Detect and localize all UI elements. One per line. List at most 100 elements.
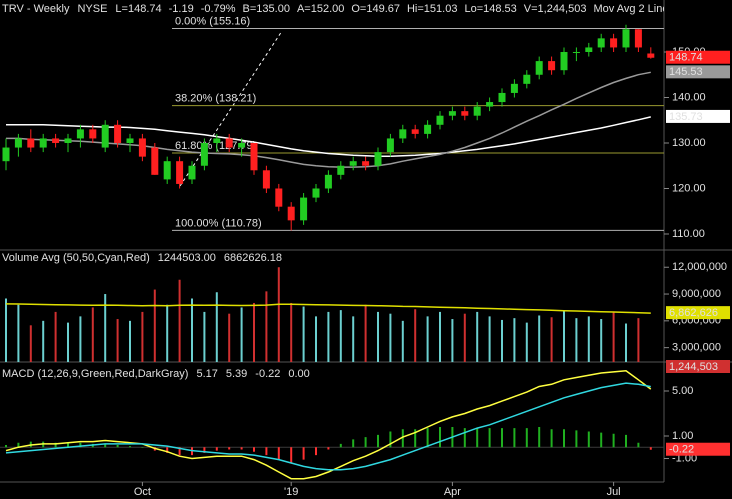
candle-body [39, 138, 47, 148]
last-volume-average: 6,862,626 [669, 307, 718, 319]
candle-body [634, 29, 642, 48]
y-tick-label: 110.00 [672, 228, 705, 240]
histogram-bar [525, 428, 528, 448]
candle-body [461, 111, 469, 116]
volume-bar [302, 306, 305, 362]
legend-text: MACD (12,26,9,Green,Red,DarkGray) [2, 368, 188, 380]
candle-body [535, 61, 543, 75]
plot-layer: 0.00% (155.16) 38.20% (138.21) 61.80% (127… [0, 3, 681, 480]
volume-bar [191, 298, 193, 362]
candle-body [101, 124, 109, 148]
volume-bar [79, 316, 82, 362]
last-volume-average-box [666, 306, 730, 320]
histogram-bar [439, 427, 441, 448]
histogram-bar [166, 447, 169, 453]
candle-body [225, 138, 233, 148]
histogram-bar [488, 428, 491, 448]
candle-body [14, 138, 22, 148]
candle-body [448, 111, 456, 116]
volume-bar [463, 313, 466, 362]
histogram-bar [414, 429, 417, 448]
histogram-bar [600, 432, 603, 448]
fib-label: 0.00% (155.16) [175, 15, 250, 27]
last-ma: 135.73 [669, 111, 703, 123]
volume-bar [327, 311, 330, 362]
histogram-bar [265, 447, 268, 456]
volume-bar [315, 316, 317, 362]
candle-body [597, 38, 605, 48]
candle-body [64, 138, 72, 143]
trend-line [179, 30, 283, 187]
histogram-bar [463, 428, 466, 448]
volume-bar [240, 307, 243, 362]
candle-body [386, 138, 394, 153]
fib-label: 100.00% (110.78) [175, 217, 262, 229]
volume-bar [42, 320, 45, 362]
volume-bar [488, 316, 491, 362]
volume-bar [439, 311, 441, 362]
candle-body [349, 161, 357, 166]
candle-body [163, 161, 171, 180]
volume-bar [476, 311, 479, 362]
histogram-bar [228, 447, 231, 450]
histogram-bar [141, 447, 144, 448]
volume-bar [550, 317, 553, 362]
histogram-bar [5, 444, 7, 448]
y-tick-label: 12,000,000 [672, 261, 727, 273]
histogram-bar [116, 444, 119, 448]
y-tick-label: 120.00 [672, 182, 706, 194]
volume-bar [587, 316, 590, 362]
candle-body [176, 161, 184, 184]
histogram-bar [538, 427, 541, 448]
candle-body [324, 174, 332, 189]
candle-body [27, 138, 35, 148]
candle-body [424, 124, 432, 134]
volume-bar [178, 279, 181, 362]
legend-text: 5.39 [226, 368, 247, 380]
histogram-bar [513, 428, 516, 448]
volume-bar [29, 325, 32, 362]
volume-bar [389, 313, 392, 362]
last-histogram: -0.22 [669, 444, 694, 456]
candle-body [275, 188, 283, 207]
legend-text: Volume Avg (50,50,Cyan,Red) [2, 252, 150, 264]
volume-bar [538, 315, 541, 362]
volume-bar [228, 313, 231, 362]
volume-bar [600, 319, 603, 362]
header-stat: Hi=151.03 [407, 3, 457, 15]
histogram-bar [290, 447, 293, 463]
x-tick-label: Oct [134, 486, 151, 498]
last-ma: 145.53 [669, 66, 703, 78]
histogram-bar [649, 447, 652, 450]
volume-bar [253, 302, 255, 362]
candle-body [76, 129, 84, 139]
last-histogram-box [666, 442, 730, 456]
histogram-bar [426, 428, 429, 448]
candle-body [52, 138, 60, 143]
candle-body [89, 129, 97, 139]
y-tick-label: 140.00 [672, 91, 706, 103]
candle-body [622, 29, 630, 48]
volume-bar [215, 292, 218, 362]
volume-bar [104, 294, 107, 362]
axis-layer: 110.00120.00130.00140.00150.00148.74145.… [134, 46, 730, 498]
volume-bar [153, 289, 156, 362]
legend-text: -0.22 [255, 368, 280, 380]
volume-bar [116, 319, 119, 362]
last-price-box [666, 50, 730, 64]
header-stat: V=1,244,503 [524, 3, 587, 15]
histogram-bar [550, 429, 553, 448]
x-tick-label: '19 [284, 486, 298, 498]
header-stat: -0.79% [201, 3, 236, 15]
candle-body [560, 52, 568, 71]
histogram-bar [79, 442, 82, 448]
volume-bar [91, 307, 94, 362]
header-stat: Mov Avg 2 Lines ( [593, 3, 681, 15]
histogram-bar [501, 428, 503, 448]
volume-bar [67, 322, 69, 362]
candle-body [287, 206, 295, 221]
candle-body [585, 47, 593, 53]
candle-body [337, 165, 345, 175]
histogram-bar [625, 434, 627, 448]
candle-body [114, 124, 122, 143]
